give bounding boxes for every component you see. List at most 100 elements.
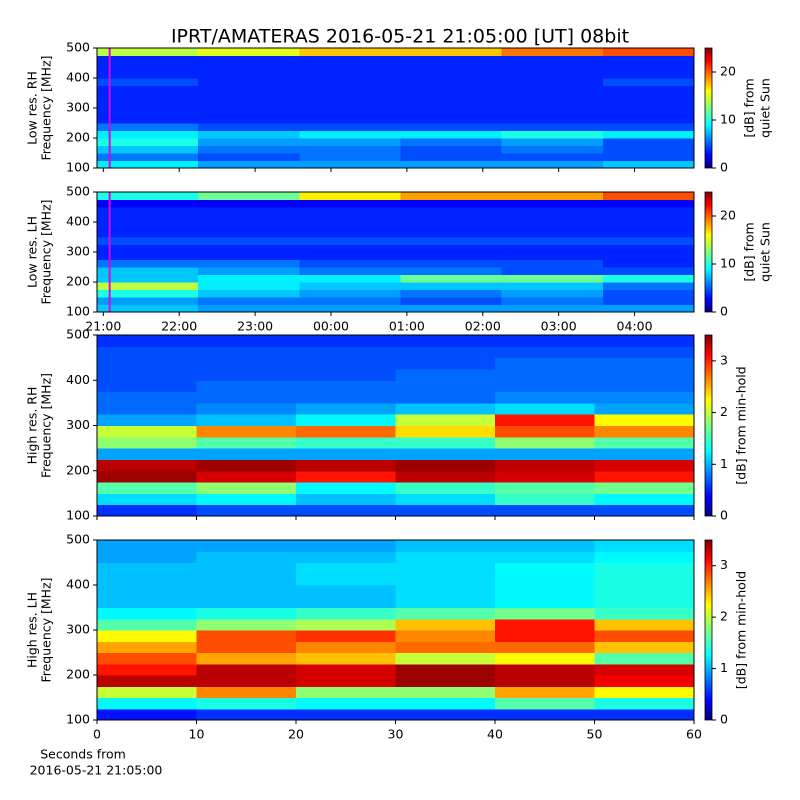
heatmap-cell	[299, 237, 402, 245]
heatmap-cell	[594, 697, 695, 710]
y-tick-label: 200	[66, 667, 90, 682]
heatmap-cell	[97, 78, 199, 86]
y-axis-label: High res. RH	[25, 387, 40, 465]
heatmap-cell	[196, 686, 297, 698]
heatmap-cell	[198, 145, 300, 154]
heatmap-cell	[97, 493, 197, 506]
heatmap-cell	[196, 618, 297, 631]
heatmap-cell	[198, 222, 300, 230]
heatmap-cell	[198, 237, 300, 245]
heatmap-cell	[602, 48, 695, 56]
colorbar-tick-label: 20	[720, 64, 736, 79]
heatmap-cell	[594, 436, 695, 449]
heatmap-cell	[400, 123, 503, 131]
heatmap-cell	[97, 596, 197, 608]
heatmap-cell	[501, 123, 604, 131]
y-tick-label: 300	[66, 100, 90, 115]
y-tick-label: 500	[66, 532, 90, 547]
heatmap-cell	[299, 259, 402, 268]
x-tick-label: 22:00	[161, 319, 197, 334]
heatmap-cell	[97, 85, 199, 94]
heatmap-cell	[299, 108, 402, 116]
y-tick-label: 300	[66, 417, 90, 432]
heatmap-cell	[602, 297, 695, 305]
heatmap-cell	[296, 335, 396, 347]
heatmap-cell	[400, 48, 503, 56]
heatmap-cell	[501, 63, 604, 71]
heatmap-cell	[495, 618, 595, 631]
heatmap-cell	[97, 229, 199, 238]
heatmap-cell	[495, 675, 595, 687]
heatmap-cell	[602, 145, 695, 154]
x-tick-label: 20	[288, 727, 304, 742]
heatmap-cell	[198, 115, 300, 124]
heatmap-cell	[400, 115, 503, 124]
heatmap-cell	[602, 153, 695, 161]
heatmap-cell	[501, 289, 604, 298]
heatmap-cell	[602, 108, 695, 116]
heatmap-cell	[299, 153, 402, 161]
heatmap-cell	[395, 652, 496, 665]
colorbar-tick-label: 0	[720, 712, 728, 727]
heatmap-cell	[198, 192, 300, 200]
colorbar-label: [dB] from min-hold	[734, 571, 749, 689]
heatmap-cell	[400, 70, 503, 79]
heatmap-cell	[594, 607, 695, 620]
heatmap-cell	[296, 391, 396, 404]
heatmap-cell	[495, 708, 595, 721]
heatmap-cell	[196, 663, 297, 676]
x-axis-label: Seconds from	[40, 747, 126, 762]
heatmap-cell	[97, 48, 199, 56]
heatmap-cell	[299, 252, 402, 260]
heatmap-cell	[196, 448, 297, 460]
heatmap-cell	[196, 380, 297, 393]
heatmap-cell	[97, 402, 197, 415]
heatmap-cell	[400, 259, 503, 268]
heatmap-cell	[97, 607, 197, 620]
y-axis-label: High res. LH	[25, 592, 40, 668]
heatmap-cell	[400, 145, 503, 154]
heatmap-cell	[97, 199, 199, 208]
heatmap-cell	[196, 641, 297, 653]
heatmap-cell	[594, 425, 695, 438]
heatmap-cell	[400, 252, 503, 260]
heatmap-cell	[97, 551, 197, 563]
colorbar-tick-label: 1	[720, 456, 728, 471]
y-tick-label: 100	[66, 304, 90, 319]
heatmap-cell	[400, 85, 503, 94]
heatmap-cell	[495, 425, 595, 438]
heatmap-cell	[296, 414, 396, 426]
heatmap-cell	[495, 551, 595, 563]
heatmap-cell	[594, 346, 695, 359]
heatmap-cell	[196, 596, 297, 608]
heatmap-cell	[395, 436, 496, 449]
heatmap-cell	[501, 70, 604, 79]
heatmap-cell	[196, 652, 297, 665]
heatmap-cell	[299, 130, 402, 139]
heatmap-cell	[594, 641, 695, 653]
x-tick-label: 01:00	[389, 319, 425, 334]
heatmap-cell	[501, 207, 604, 215]
heatmap-cell	[97, 55, 199, 64]
x-tick-label: 60	[686, 727, 702, 742]
colorbar-label: [dB] from min-hold	[734, 366, 749, 484]
heatmap-cell	[296, 708, 396, 721]
heatmap-cell	[501, 100, 604, 109]
colorbar-tick-label: 10	[720, 256, 736, 271]
heatmap-cell	[602, 274, 695, 283]
heatmap-cell	[97, 652, 197, 665]
heatmap-cell	[198, 304, 300, 313]
heatmap-cell	[602, 123, 695, 131]
heatmap-cell	[299, 267, 402, 275]
heatmap-cell	[299, 115, 402, 124]
heatmap-cell	[495, 459, 595, 472]
heatmap-cell	[594, 414, 695, 426]
heatmap-cell	[97, 115, 199, 124]
heatmap-cell	[400, 93, 503, 101]
y-axis-label: Frequency [MHz]	[39, 199, 54, 304]
heatmap-cell	[97, 63, 199, 71]
heatmap-cell	[97, 540, 197, 552]
heatmap-cell	[602, 55, 695, 64]
heatmap-cell	[296, 697, 396, 710]
